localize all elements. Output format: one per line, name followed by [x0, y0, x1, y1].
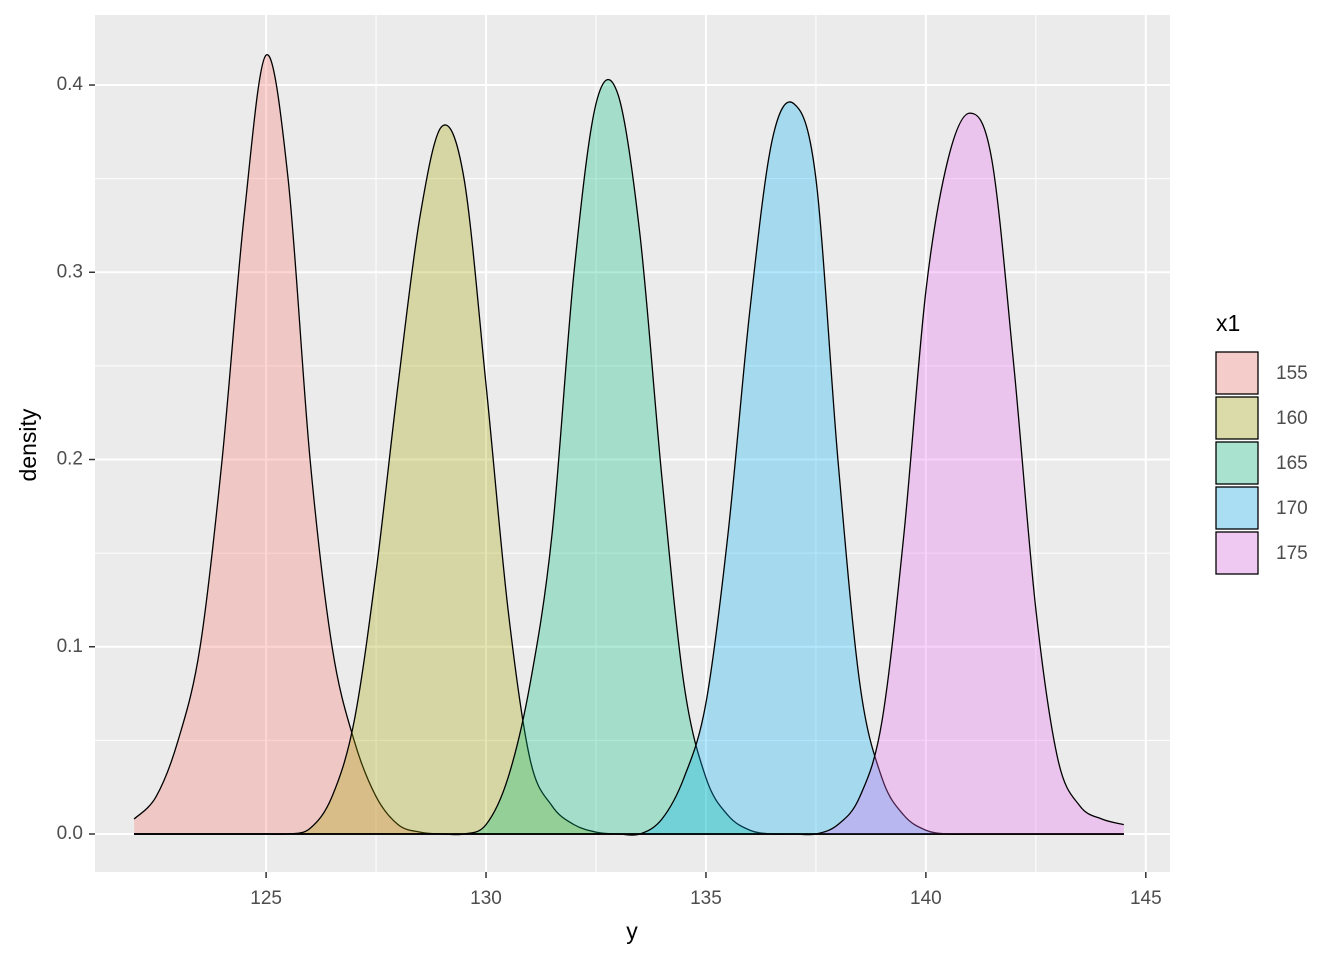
x-tick-label: 145	[1130, 888, 1162, 909]
legend-label: 175	[1276, 543, 1308, 564]
density-fill	[134, 113, 1124, 835]
legend-label: 155	[1276, 363, 1308, 384]
x-tick-label: 125	[250, 888, 282, 909]
x-tick-label: 135	[690, 888, 722, 909]
density-fill	[134, 54, 1124, 835]
areas	[133, 54, 1124, 836]
y-tick-label: 0.3	[57, 261, 83, 282]
legend-key-bg	[1216, 442, 1258, 484]
legend-key-bg	[1216, 532, 1258, 574]
y-tick-label: 0.0	[57, 823, 83, 844]
density-fill	[134, 79, 1124, 835]
y-tick-label: 0.1	[57, 636, 83, 657]
y-axis-title: density	[15, 408, 41, 481]
legend-key	[1215, 486, 1259, 530]
legend-key	[1215, 351, 1259, 395]
density-fill	[134, 124, 1124, 835]
legend-label: 165	[1276, 453, 1308, 474]
legend-label: 170	[1276, 498, 1308, 519]
legend-title: x1	[1216, 310, 1240, 336]
y-tick-label: 0.4	[57, 74, 84, 95]
legend-key-bg	[1216, 352, 1258, 394]
legend-key-bg	[1216, 397, 1258, 439]
x-tick-label: 130	[470, 888, 502, 909]
x-tick-label: 140	[910, 888, 942, 909]
legend-key	[1215, 531, 1259, 575]
legend-key	[1215, 396, 1259, 440]
legend-key	[1215, 441, 1259, 485]
y-tick-label: 0.2	[57, 449, 83, 470]
legend-key-bg	[1216, 487, 1258, 529]
x-axis-title: y	[626, 918, 638, 944]
legend-label: 160	[1276, 408, 1308, 429]
